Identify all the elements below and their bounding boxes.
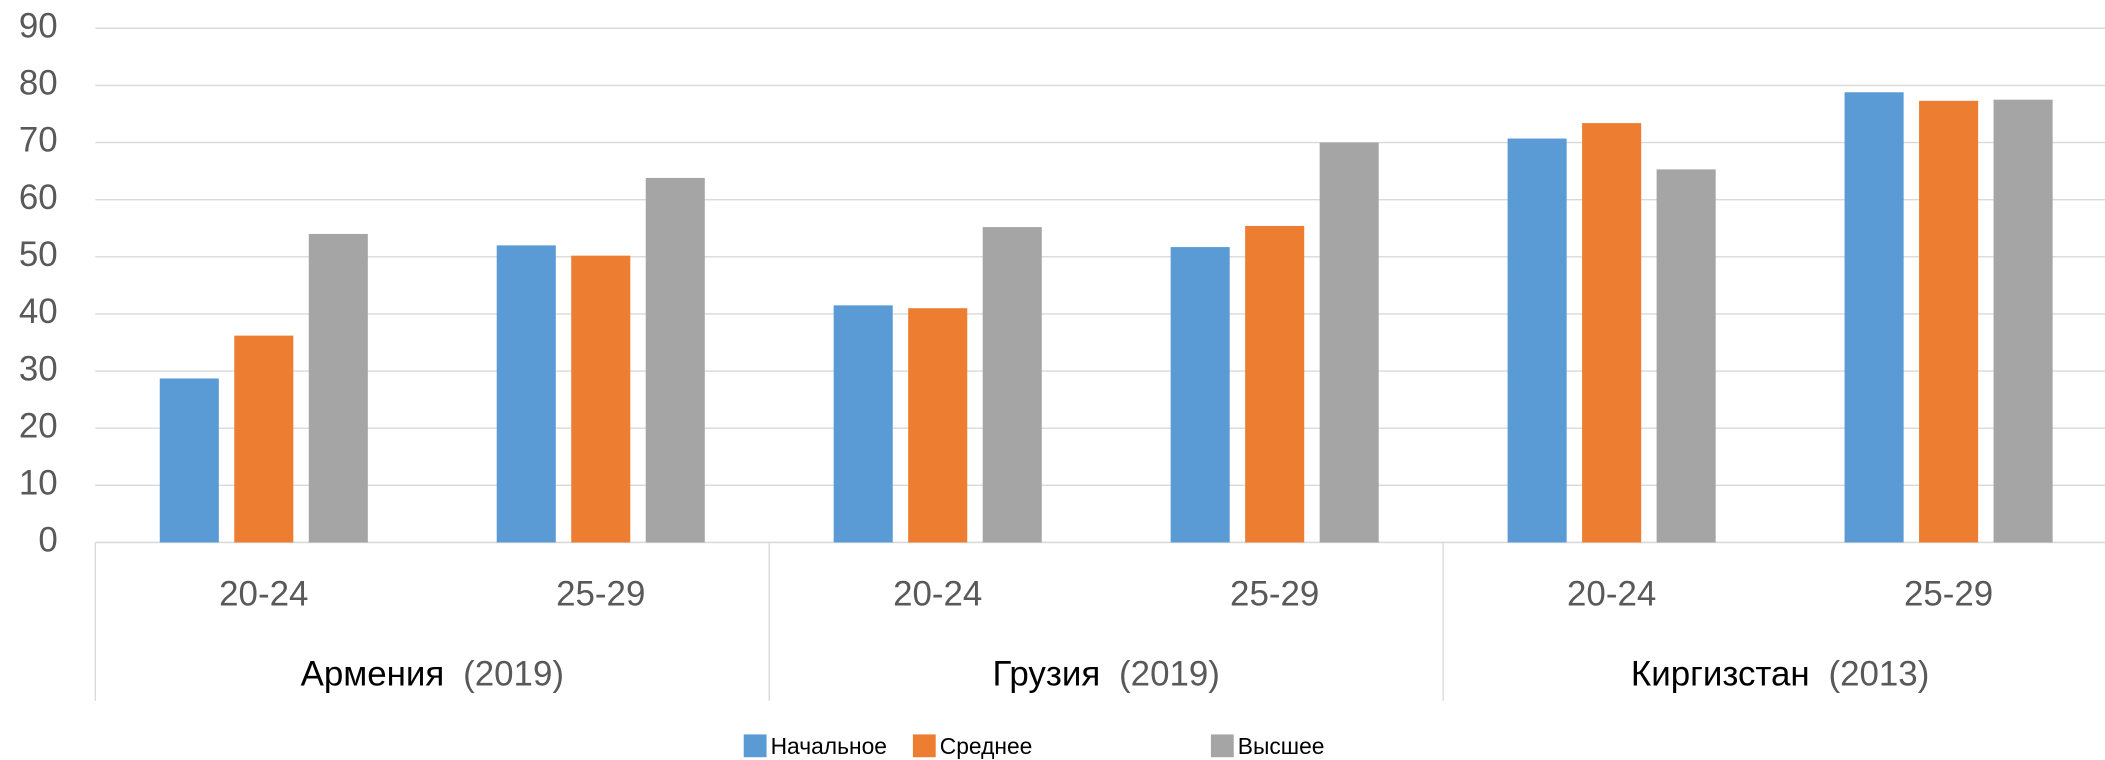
legend-label: Начальное (771, 733, 887, 759)
group-note: (2019) (463, 655, 564, 694)
bar (1656, 169, 1716, 543)
bar (1170, 247, 1230, 543)
bar (159, 378, 219, 543)
x-tick-label: 20-24 (893, 574, 982, 613)
x-tick-label: 25-29 (1904, 574, 1993, 613)
y-tick-label: 90 (19, 6, 58, 45)
legend-label: Высшее (1238, 733, 1325, 759)
legend-swatch (743, 734, 767, 758)
bar (1507, 138, 1567, 543)
group-name: Киргизстан (1631, 655, 1810, 694)
y-tick-label: 80 (19, 64, 58, 103)
x-tick-label: 25-29 (556, 574, 645, 613)
group-label: Армения (2019) (301, 655, 564, 694)
group-note: (2019) (1119, 655, 1220, 694)
group-label: Грузия (2019) (992, 655, 1219, 694)
group-note: (2013) (1828, 655, 1929, 694)
legend-swatch (912, 734, 936, 758)
bar (1919, 100, 1979, 543)
y-tick-label: 50 (19, 235, 58, 274)
bar (908, 308, 968, 543)
x-tick-label: 20-24 (219, 574, 308, 613)
bar (1582, 123, 1642, 543)
bar (234, 335, 294, 543)
legend-label: Среднее (940, 733, 1033, 759)
group-name: Грузия (992, 655, 1100, 694)
y-tick-label: 30 (19, 349, 58, 388)
group-label: Киргизстан (2013) (1631, 655, 1929, 694)
bar (1844, 92, 1904, 543)
legend-swatch (1210, 734, 1234, 758)
y-tick-label: 70 (19, 121, 58, 160)
x-tick-label: 20-24 (1567, 574, 1656, 613)
bar (571, 255, 631, 543)
bar (496, 245, 556, 543)
y-tick-label: 20 (19, 406, 58, 445)
bar (645, 177, 705, 543)
y-tick-label: 10 (19, 464, 58, 503)
y-tick-label: 40 (19, 292, 58, 331)
group-name: Армения (301, 655, 445, 694)
bar (1993, 99, 2053, 543)
bar (982, 227, 1042, 543)
bar (833, 305, 893, 543)
y-tick-label: 0 (38, 521, 57, 560)
bar (1319, 142, 1379, 543)
y-tick-label: 60 (19, 178, 58, 217)
x-tick-label: 25-29 (1230, 574, 1319, 613)
bar (308, 233, 368, 543)
bar (1245, 225, 1305, 543)
